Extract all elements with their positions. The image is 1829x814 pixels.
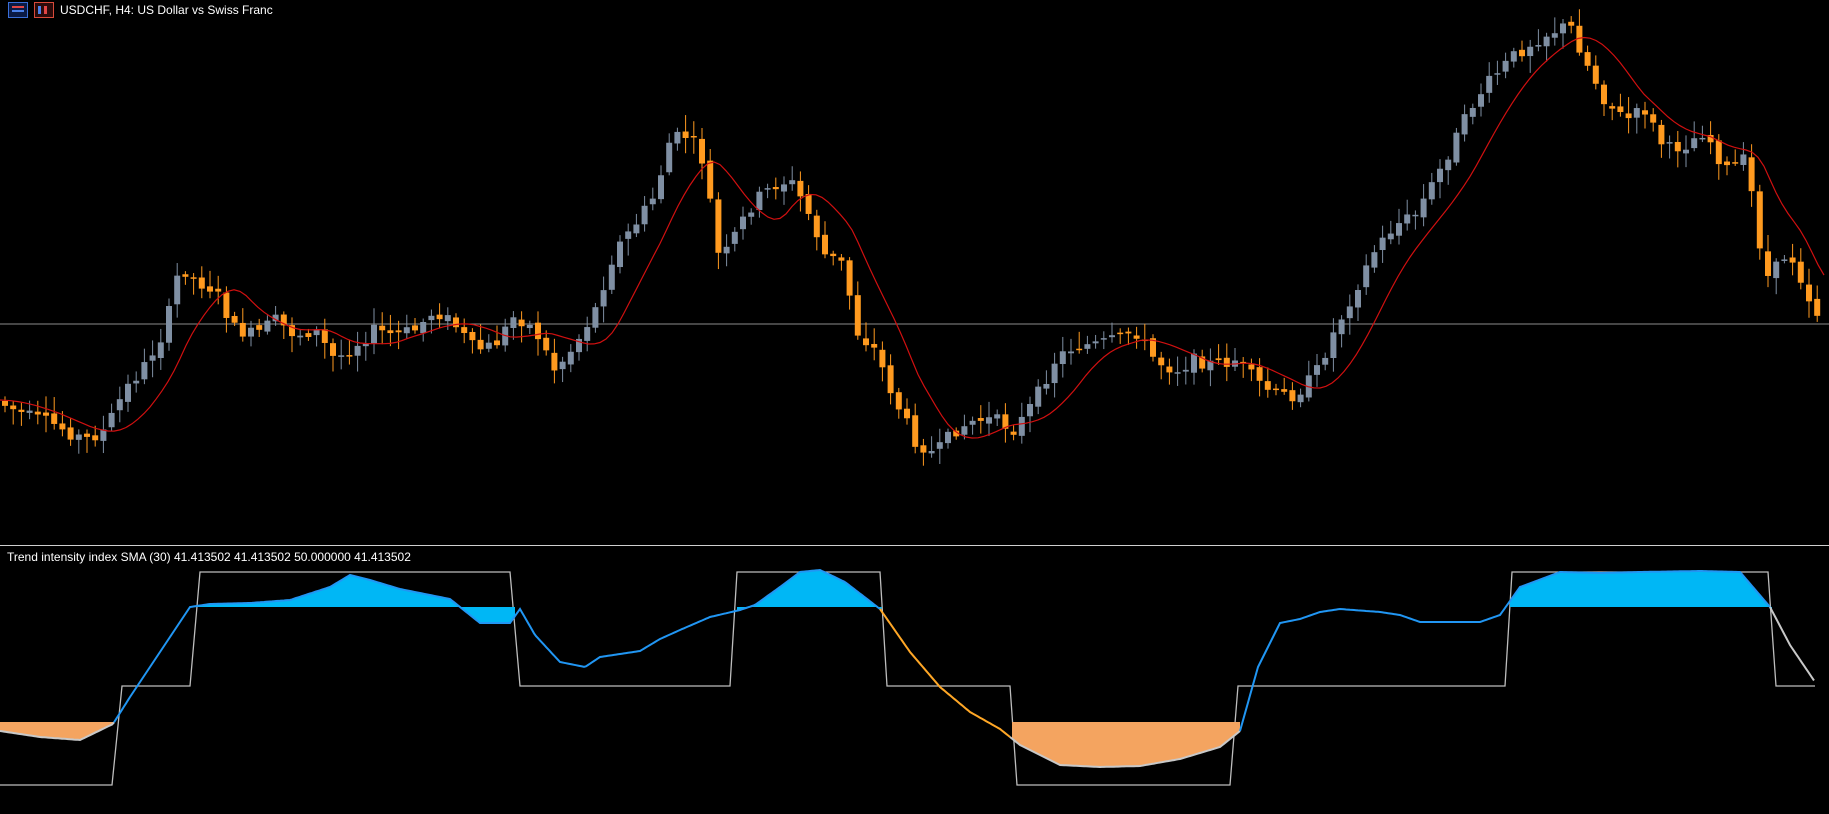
tii-line-up (1239, 570, 1771, 732)
price-chart-pane[interactable]: USDCHF, H4: US Dollar vs Swiss Franc (0, 0, 1829, 546)
tii-fill-down (0, 722, 1240, 767)
tii-line-up (113, 568, 881, 723)
indicator-pane[interactable]: Trend intensity index SMA (30) 41.413502… (0, 547, 1829, 814)
tii-line-neutral (1009, 730, 1241, 769)
moving-average-line (0, 36, 1825, 439)
tii-line-neutral (1769, 606, 1815, 682)
tii-line-down (879, 608, 1011, 738)
tii-level-steps (0, 571, 1815, 786)
chart-title: USDCHF, H4: US Dollar vs Swiss Franc (60, 3, 273, 17)
indicator-label: Trend intensity index SMA (30) 41.413502… (7, 550, 411, 564)
candlestick-chart (0, 9, 1829, 466)
tii-line-neutral (0, 721, 115, 742)
indicator-list-icon[interactable] (8, 2, 28, 18)
tii-fill-up (195, 570, 1772, 623)
objects-list-icon[interactable] (34, 2, 54, 18)
candles (2, 9, 1821, 466)
chart-header: USDCHF, H4: US Dollar vs Swiss Franc (0, 0, 273, 20)
trend-intensity-chart (0, 568, 1815, 786)
